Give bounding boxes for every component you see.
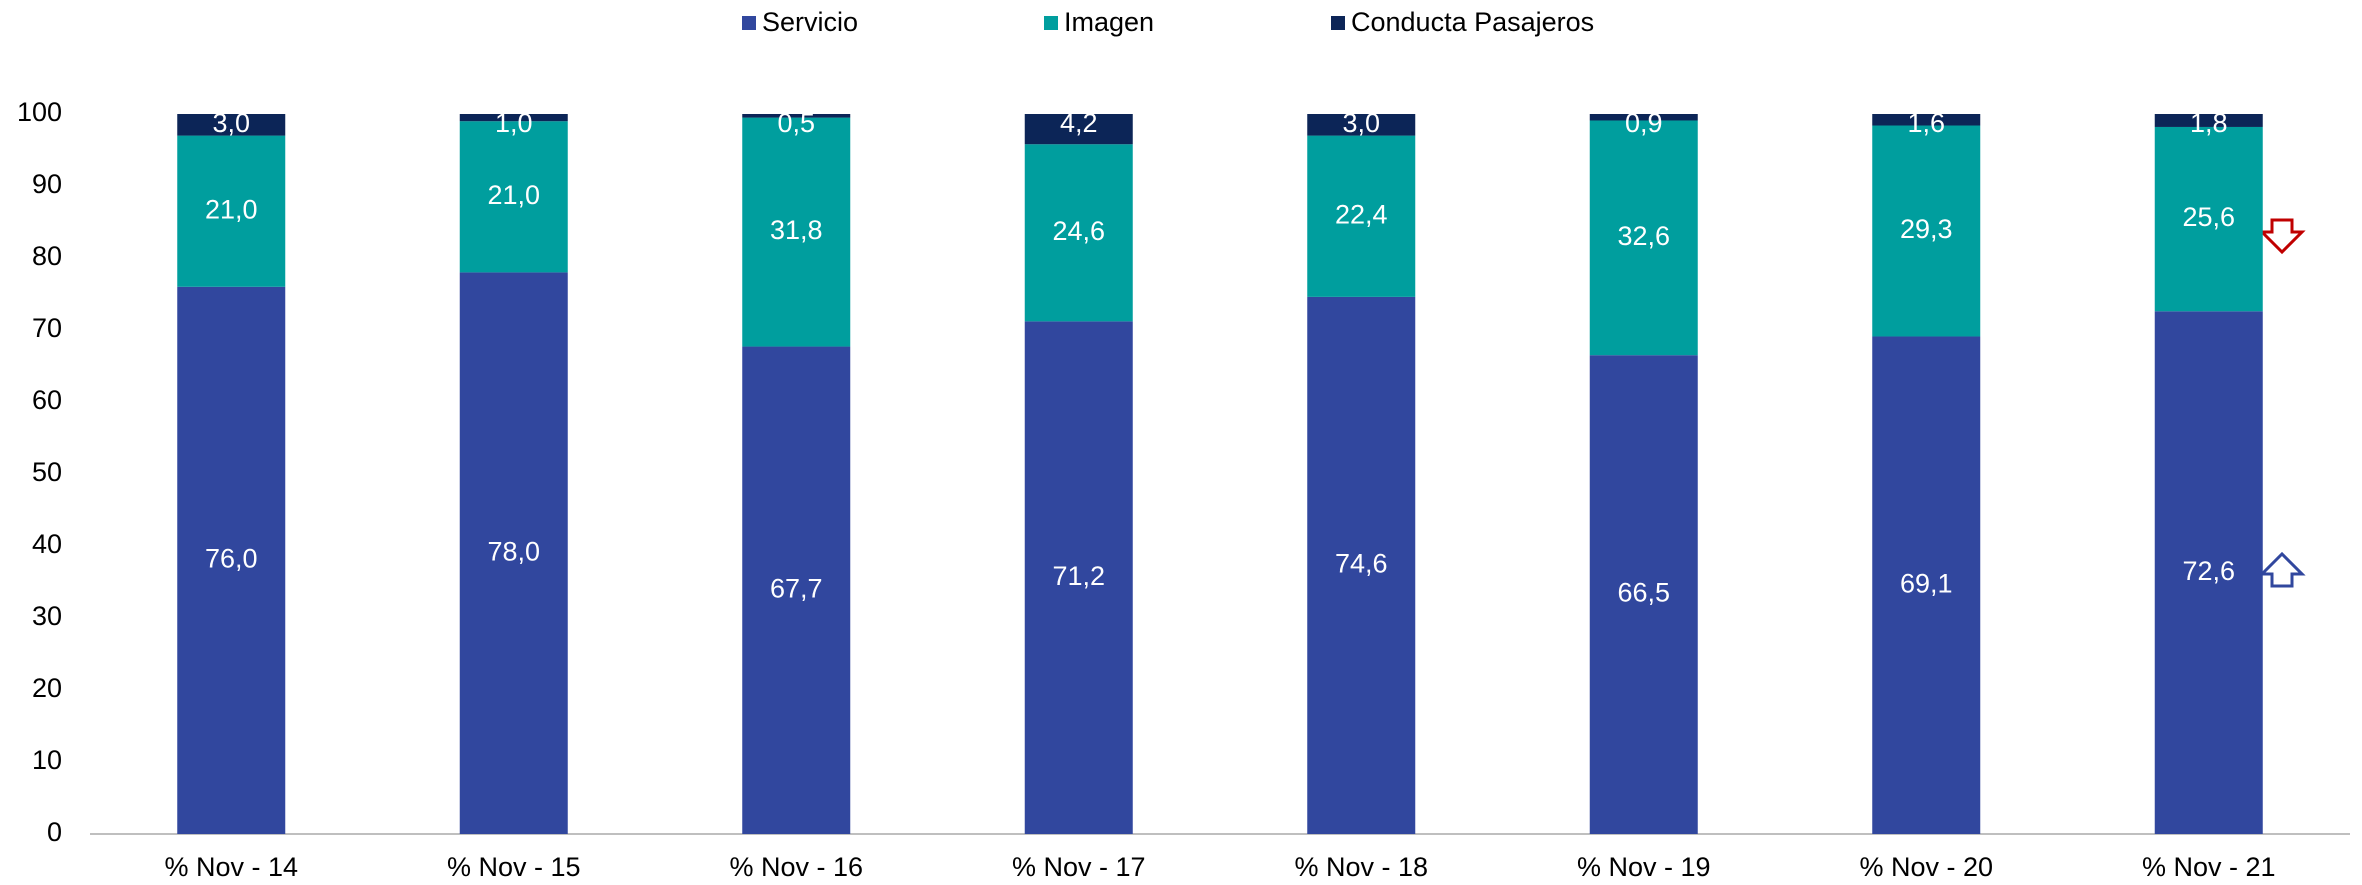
bar-segment [742, 117, 851, 347]
legend-swatch [1044, 16, 1058, 30]
data-label: 24,6 [1052, 216, 1105, 246]
bar-segment [459, 121, 568, 273]
y-tick-label: 70 [32, 313, 62, 343]
bar-segment [2154, 114, 2263, 127]
y-tick-label: 60 [32, 385, 62, 415]
legend-swatch [742, 16, 756, 30]
down-arrow [2258, 218, 2306, 255]
x-tick-label: % Nov - 14 [164, 852, 298, 882]
data-label: 29,3 [1900, 214, 1953, 244]
y-tick-label: 0 [47, 817, 62, 847]
bar-segment [177, 286, 286, 834]
data-label: 1,0 [495, 108, 533, 138]
bar-segment [459, 272, 568, 834]
bar-segment [1872, 114, 1981, 126]
data-label: 71,2 [1052, 561, 1105, 591]
data-label: 67,7 [770, 573, 823, 603]
data-label: 4,2 [1060, 108, 1098, 138]
bar-segment [1307, 296, 1416, 834]
legend-label: Servicio [762, 7, 858, 37]
y-tick-label: 10 [32, 745, 62, 775]
bar-segment [2154, 126, 2263, 312]
data-label: 0,9 [1625, 108, 1663, 138]
bar-segment [742, 346, 851, 834]
bar-segment [1024, 114, 1133, 145]
x-tick-label: % Nov - 21 [2142, 852, 2276, 882]
data-label: 25,6 [2182, 202, 2235, 232]
x-tick-label: % Nov - 17 [1012, 852, 1146, 882]
legend-label: Conducta Pasajeros [1351, 7, 1594, 37]
data-label: 21,0 [487, 180, 540, 210]
y-tick-label: 40 [32, 529, 62, 559]
legend-label: Imagen [1064, 7, 1154, 37]
bar-segment [1024, 321, 1133, 834]
x-tick-label: % Nov - 15 [447, 852, 581, 882]
up-arrow [2258, 551, 2306, 588]
legend-swatch [1331, 16, 1345, 30]
data-label: 31,8 [770, 215, 823, 245]
data-label: 69,1 [1900, 568, 1953, 598]
data-label: 78,0 [487, 536, 540, 566]
data-label: 72,6 [2182, 556, 2235, 586]
y-tick-label: 30 [32, 601, 62, 631]
bar-segment [1024, 144, 1133, 322]
y-tick-label: 90 [32, 169, 62, 199]
bar-segment [1589, 120, 1698, 356]
bar-segment [2154, 311, 2263, 834]
bar-segment [1872, 336, 1981, 834]
bar-segment [1307, 135, 1416, 297]
data-label: 22,4 [1335, 199, 1388, 229]
y-tick-label: 50 [32, 457, 62, 487]
x-tick-label: % Nov - 16 [729, 852, 863, 882]
data-label: 66,5 [1617, 578, 1670, 608]
y-tick-label: 80 [32, 241, 62, 271]
bar-segment [1589, 355, 1698, 834]
y-tick-label: 100 [17, 97, 62, 127]
bar-segment [742, 114, 851, 118]
data-label: 1,6 [1907, 108, 1945, 138]
data-label: 74,6 [1335, 549, 1388, 579]
data-label: 0,5 [777, 108, 815, 138]
bar-segment [177, 114, 286, 136]
x-tick-label: % Nov - 19 [1577, 852, 1711, 882]
x-tick-label: % Nov - 18 [1294, 852, 1428, 882]
bar-segment [459, 114, 568, 122]
bar-segment [1307, 114, 1416, 136]
data-label: 3,0 [212, 108, 250, 138]
data-label: 3,0 [1342, 108, 1380, 138]
data-label: 32,6 [1617, 221, 1670, 251]
x-tick-label: % Nov - 20 [1859, 852, 1993, 882]
y-tick-label: 20 [32, 673, 62, 703]
bar-segment [177, 135, 286, 287]
data-label: 76,0 [205, 544, 258, 574]
data-label: 1,8 [2190, 108, 2228, 138]
bar-segment [1589, 114, 1698, 121]
bar-segment [1872, 125, 1981, 337]
data-label: 21,0 [205, 194, 258, 224]
